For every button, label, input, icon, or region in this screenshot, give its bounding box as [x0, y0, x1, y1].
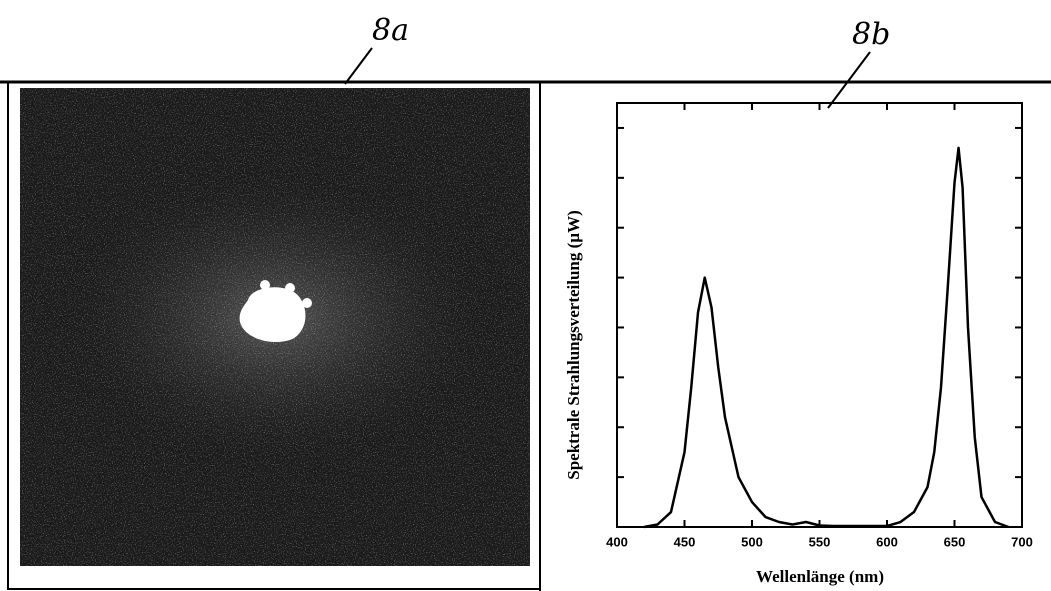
x-tick-label: 550 [809, 534, 831, 549]
x-axis-label: Wellenlänge (nm) [756, 567, 884, 586]
light-spot [260, 280, 270, 290]
figure-label: 8a [372, 13, 409, 48]
figure-label: 8b [852, 17, 890, 52]
leader-line [344, 47, 373, 85]
x-tick-label: 400 [606, 534, 628, 549]
x-tick-label: 500 [741, 534, 763, 549]
x-tick-label: 700 [1011, 534, 1033, 549]
x-tick-label: 650 [944, 534, 966, 549]
x-tick-label: 450 [674, 534, 696, 549]
light-spot [239, 287, 306, 342]
leader-line [827, 51, 871, 109]
x-tick-label: 600 [876, 534, 898, 549]
light-spot [285, 283, 295, 293]
line [643, 146, 1009, 529]
light-spot [302, 298, 312, 308]
y-axis-label: Spektrale Strahlungsverteilung (µW) [564, 210, 583, 480]
